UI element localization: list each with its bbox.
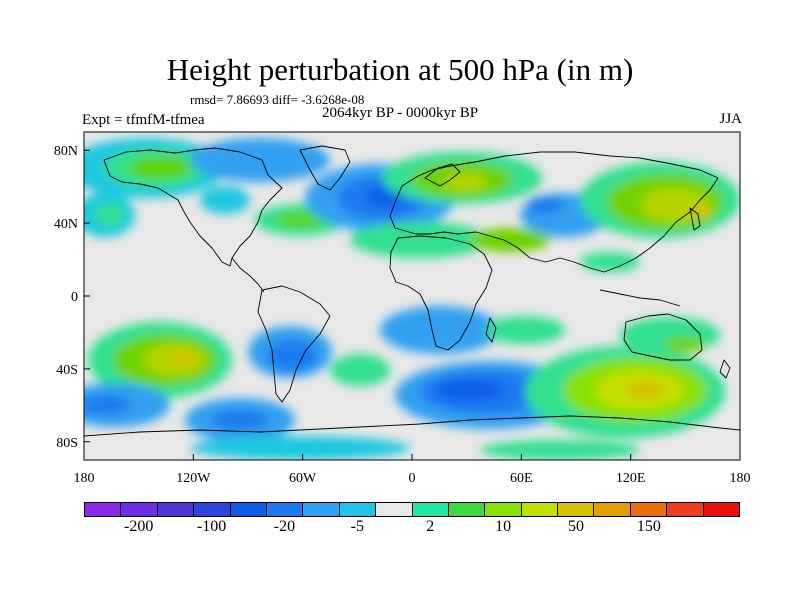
lat-tick-label: 80S [56, 436, 78, 451]
lat-tick-label: 40S [56, 363, 78, 378]
colorbar [84, 502, 740, 517]
colorbar-cell [594, 503, 631, 516]
lon-tick-label: 120W [176, 471, 211, 486]
lat-tick-label: 0 [71, 290, 78, 305]
colorbar-cell [376, 503, 413, 516]
lon-tick-label: 60E [510, 471, 533, 486]
colorbar-label: -20 [273, 518, 296, 535]
lon-tick-label: 0 [409, 471, 416, 486]
colorbar-labels: -200 -100 -20 -5 2 10 50 150 [84, 518, 740, 542]
eurasia-coastline [389, 151, 719, 273]
colorbar-cell [339, 503, 377, 516]
colorbar-cell [703, 503, 740, 516]
rmsd-diff-stats: rmsd= 7.86693 diff= -3.6268e-08 [190, 92, 365, 107]
colorbar-cell [157, 503, 195, 516]
australia-coastline [623, 313, 703, 361]
madagascar-coastline [485, 317, 497, 343]
colorbar-cell [448, 503, 486, 516]
colorbar-label: -100 [196, 518, 227, 535]
colorbar-label: 10 [495, 518, 512, 535]
greenland-coastline [299, 145, 351, 191]
lat-tick-label: 40N [54, 217, 78, 232]
coastlines [84, 145, 740, 437]
new-zealand-coastline [719, 359, 731, 379]
season-label: JJA [719, 111, 742, 127]
colorbar-label: 50 [568, 518, 584, 535]
axis-ticks [83, 149, 741, 460]
lat-tick-label: 80N [54, 144, 78, 159]
height-perturbation-field [84, 138, 740, 460]
colorbar-label: -5 [350, 518, 364, 535]
colorbar-cell [266, 503, 304, 516]
colorbar-cell [558, 503, 595, 516]
lon-tick-label: 60W [289, 471, 317, 486]
colorbar-cell [121, 503, 158, 516]
lon-tick-label: 180 [74, 471, 95, 486]
colorbar-cell [630, 503, 668, 516]
colorbar-cell [194, 503, 231, 516]
colorbar-label: 150 [636, 518, 661, 535]
colorbar-cell [230, 503, 267, 516]
lon-tick-label: 180 [730, 471, 751, 486]
time-period-label: 2064kyr BP - 0000kyr BP [322, 105, 479, 121]
north-america-coastline [103, 147, 283, 267]
africa-coastline [389, 235, 493, 351]
colorbar-cell [85, 503, 122, 516]
scandinavia-coastline [424, 163, 461, 187]
colorbar-cell [521, 503, 559, 516]
plot-title: Height perturbation at 500 hPa (in m) [166, 52, 634, 87]
antarctica-coastline [84, 415, 740, 437]
maritime-asia-coastline [599, 289, 681, 307]
central-america-coastline [231, 257, 265, 293]
colorbar-cell [485, 503, 522, 516]
south-america-coastline [257, 285, 331, 403]
colorbar-label: -200 [123, 518, 154, 535]
colorbar-label: 2 [426, 518, 435, 535]
colorbar-cell [303, 503, 340, 516]
colorbar-cell [412, 503, 449, 516]
experiment-label: Expt = tfmfM-tfmea [82, 112, 205, 128]
colorbar-cell [667, 503, 704, 516]
japan-coastline [689, 207, 701, 231]
lon-tick-label: 120E [616, 471, 646, 486]
